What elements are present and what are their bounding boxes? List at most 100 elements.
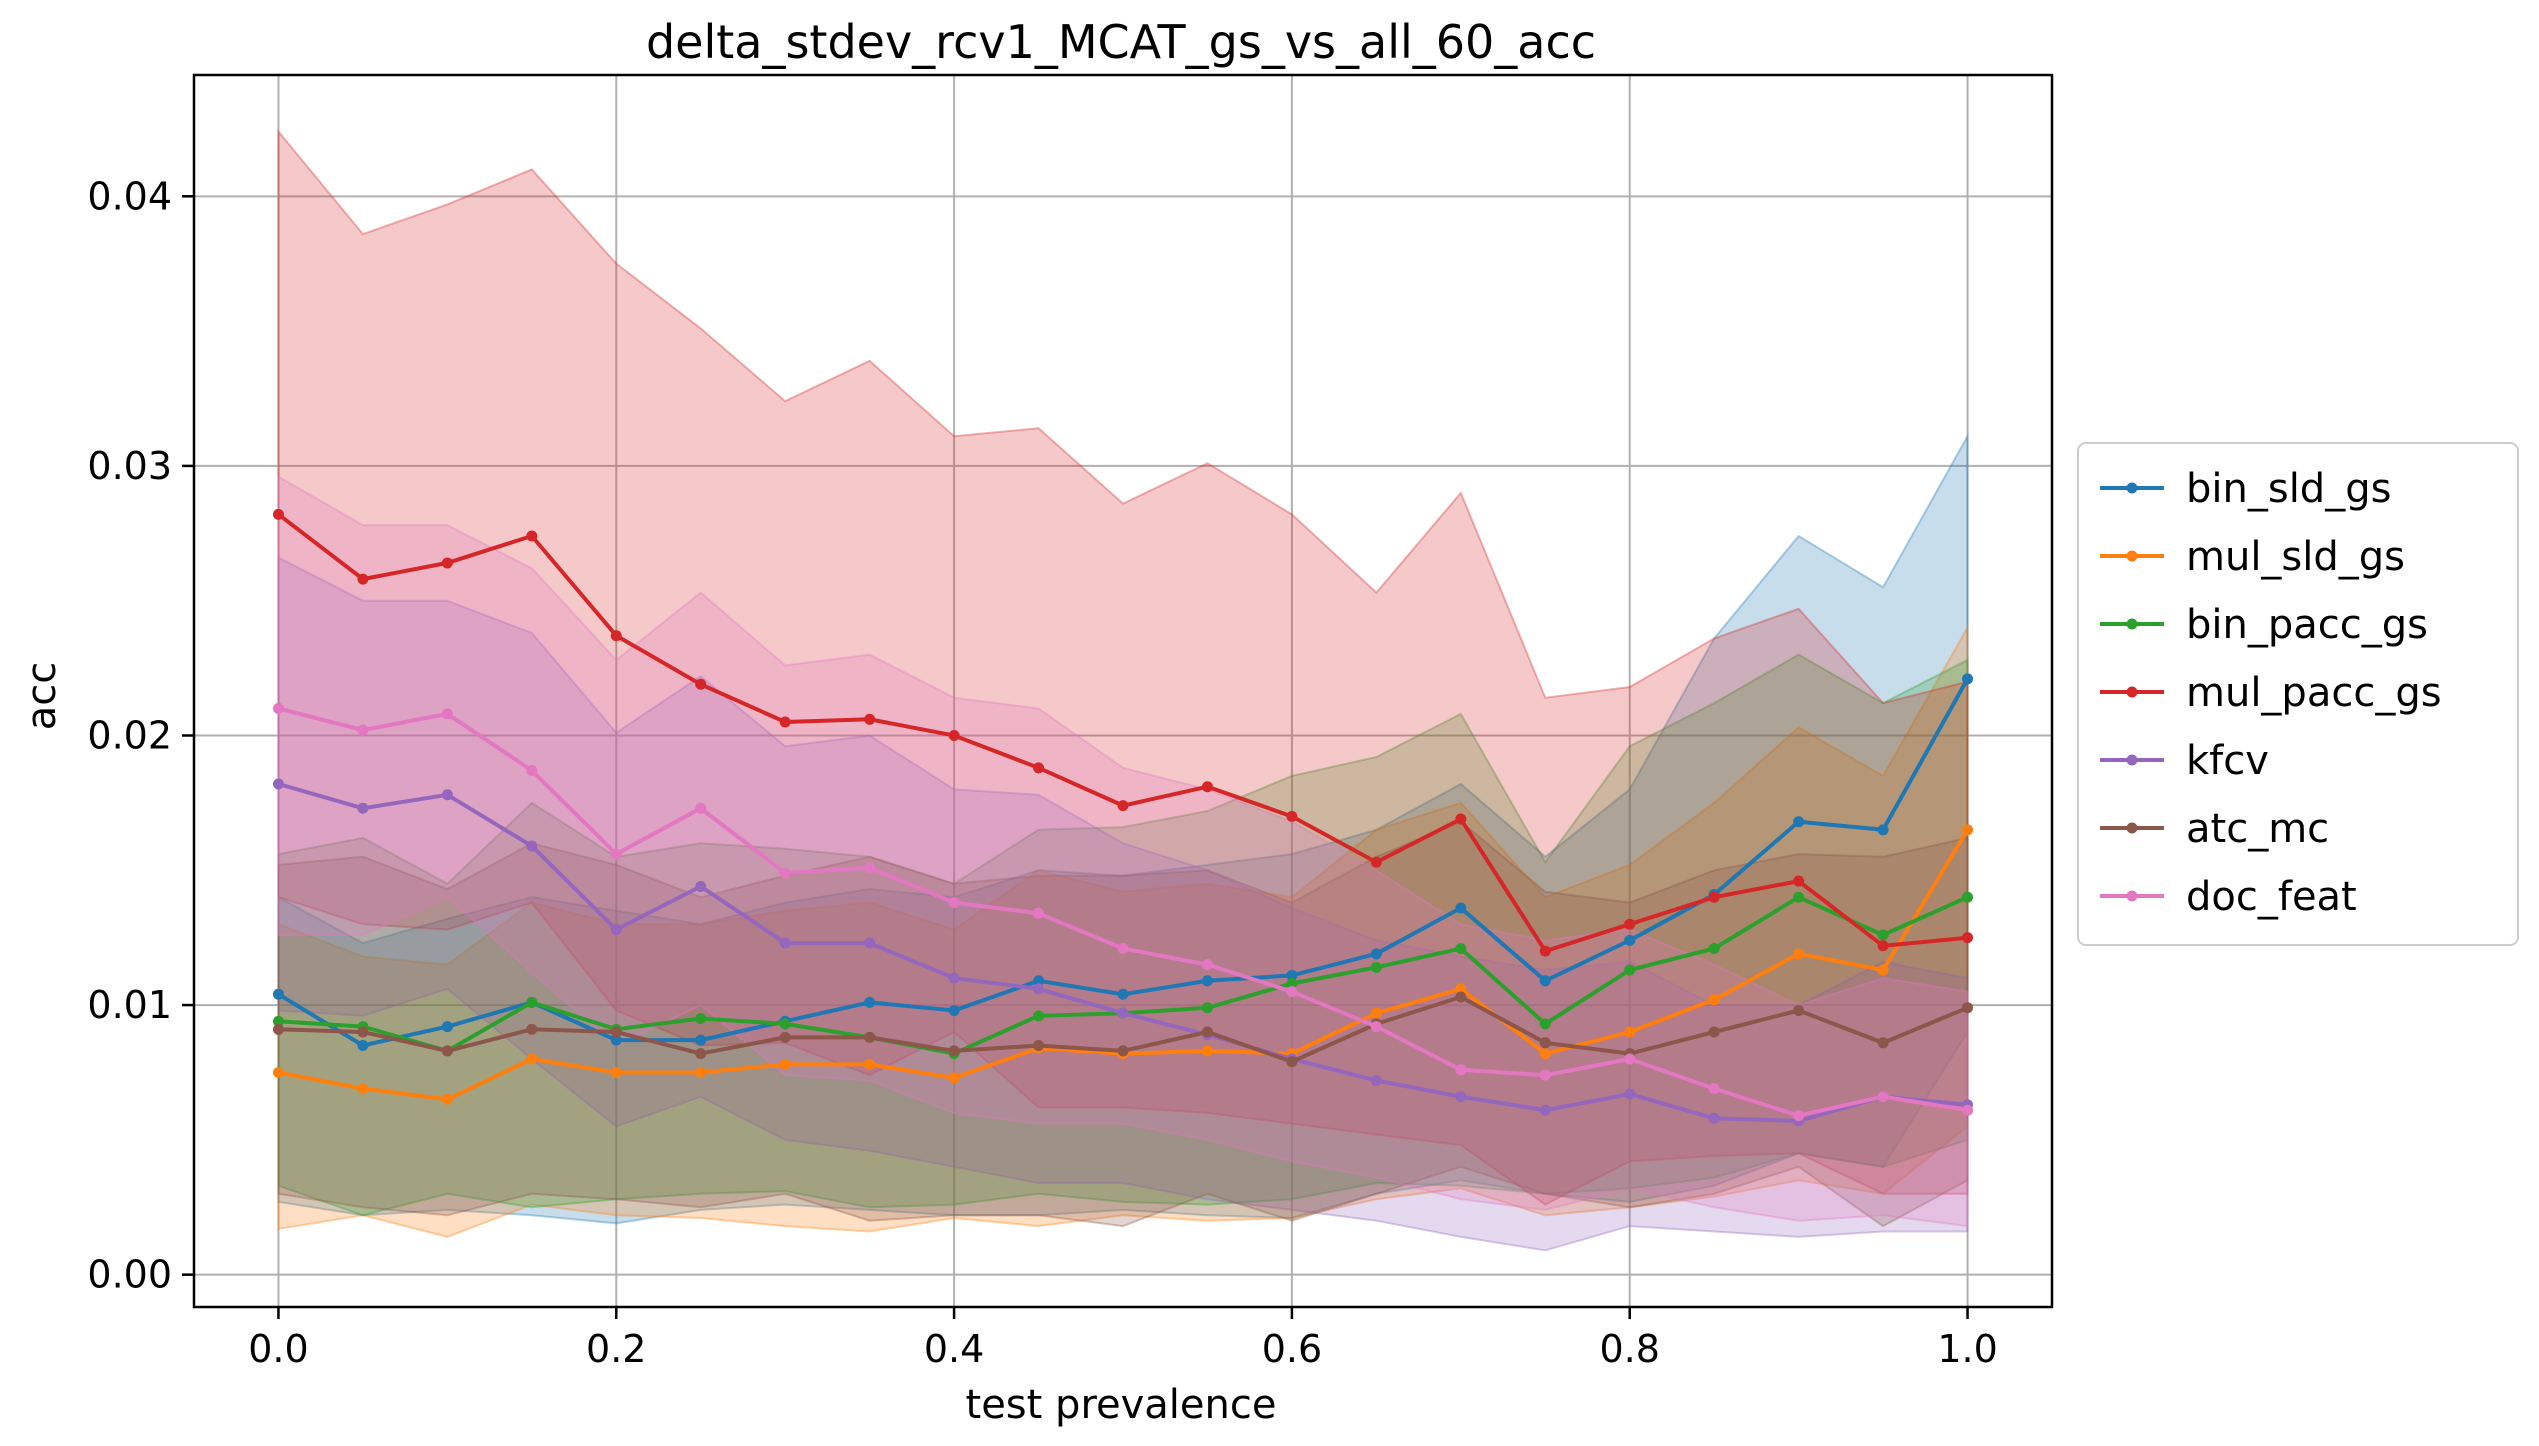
y-tick-label: 0.00 (87, 1253, 172, 1297)
point-bin_sld_gs (1877, 824, 1889, 836)
series-lines (272, 508, 1974, 1127)
point-bin_sld_gs (1117, 988, 1129, 1000)
point-bin_pacc_gs (1877, 929, 1889, 941)
legend-label-mul_pacc_gs: mul_pacc_gs (2186, 670, 2442, 716)
point-mul_sld_gs (779, 1058, 791, 1070)
point-atc_mc (779, 1031, 791, 1043)
point-mul_sld_gs (610, 1066, 622, 1078)
point-mul_sld_gs (1793, 948, 1805, 960)
point-kfcv (526, 840, 538, 852)
x-tick-label: 0.6 (1262, 1327, 1322, 1371)
point-mul_pacc_gs (1877, 940, 1889, 952)
point-bin_sld_gs (1033, 975, 1045, 987)
point-kfcv (1708, 1112, 1720, 1124)
point-doc_feat (1455, 1064, 1467, 1076)
point-doc_feat (1033, 907, 1045, 919)
point-mul_pacc_gs (1793, 875, 1805, 887)
point-bin_pacc_gs (695, 1013, 707, 1025)
point-doc_feat (272, 703, 284, 715)
point-mul_sld_gs (272, 1066, 284, 1078)
point-bin_sld_gs (695, 1034, 707, 1046)
point-atc_mc (1877, 1037, 1889, 1049)
point-mul_sld_gs (526, 1053, 538, 1065)
point-kfcv (695, 880, 707, 892)
point-atc_mc (1201, 1026, 1213, 1038)
point-mul_sld_gs (948, 1072, 960, 1084)
y-tick-label: 0.04 (87, 174, 172, 218)
point-atc_mc (1117, 1045, 1129, 1057)
point-mul_sld_gs (441, 1093, 453, 1105)
point-atc_mc (1962, 1002, 1974, 1014)
legend-label-mul_sld_gs: mul_sld_gs (2186, 534, 2405, 580)
point-mul_pacc_gs (695, 678, 707, 690)
point-bin_sld_gs (1286, 969, 1298, 981)
point-doc_feat (1708, 1083, 1720, 1095)
point-bin_pacc_gs (779, 1018, 791, 1030)
point-doc_feat (948, 897, 960, 909)
point-mul_pacc_gs (779, 716, 791, 728)
point-mul_pacc_gs (1286, 810, 1298, 822)
point-bin_sld_gs (1962, 673, 1974, 685)
legend-label-atc_mc: atc_mc (2186, 806, 2329, 852)
point-mul_sld_gs (1877, 964, 1889, 976)
point-atc_mc (695, 1048, 707, 1060)
point-kfcv (1624, 1088, 1636, 1100)
point-kfcv (610, 924, 622, 936)
chart-title: delta_stdev_rcv1_MCAT_gs_vs_all_60_acc (646, 15, 1596, 69)
point-kfcv (441, 789, 453, 801)
point-doc_feat (1877, 1091, 1889, 1103)
point-atc_mc (441, 1045, 453, 1057)
point-bin_sld_gs (948, 1004, 960, 1016)
point-kfcv (779, 937, 791, 949)
point-atc_mc (948, 1045, 960, 1057)
point-mul_sld_gs (1624, 1026, 1636, 1038)
point-mul_pacc_gs (357, 573, 369, 585)
point-doc_feat (1793, 1110, 1805, 1122)
band-atc_mc (277, 820, 1969, 1228)
point-kfcv (272, 778, 284, 790)
point-bin_pacc_gs (272, 1015, 284, 1027)
point-bin_sld_gs (1201, 975, 1213, 987)
y-tick-label: 0.02 (87, 713, 172, 757)
point-doc_feat (357, 724, 369, 736)
point-mul_pacc_gs (441, 557, 453, 569)
point-doc_feat (779, 867, 791, 879)
point-bin_pacc_gs (1793, 891, 1805, 903)
point-bin_sld_gs (441, 1021, 453, 1033)
point-kfcv (1033, 983, 1045, 995)
point-bin_pacc_gs (1708, 942, 1720, 954)
legend: bin_sld_gs mul_sld_gs bin_pacc_gs mul_pacc_… (2077, 442, 2519, 946)
plot-frame (192, 73, 2054, 1309)
point-doc_feat (1962, 1104, 1974, 1116)
x-tick-label: 0.8 (1600, 1327, 1660, 1371)
point-bin_sld_gs (1455, 902, 1467, 914)
point-kfcv (1370, 1075, 1382, 1087)
legend-label-bin_pacc_gs: bin_pacc_gs (2186, 602, 2428, 648)
point-bin_sld_gs (357, 1040, 369, 1052)
point-bin_sld_gs (272, 988, 284, 1000)
point-doc_feat (1286, 986, 1298, 998)
axes: 0.0 0.2 0.4 0.6 0.8 1.0 0.00 0.01 0.02 0.03 0.04 (87, 73, 2054, 1371)
point-bin_pacc_gs (1201, 1002, 1213, 1014)
point-mul_sld_gs (1539, 1048, 1551, 1060)
point-mul_pacc_gs (1201, 781, 1213, 793)
point-bin_sld_gs (864, 996, 876, 1008)
point-doc_feat (1370, 1021, 1382, 1033)
legend-box (2077, 442, 2519, 946)
grid (194, 75, 2052, 1307)
y-axis-label: acc (19, 662, 65, 731)
point-kfcv (864, 937, 876, 949)
legend-marker-kfcv (2126, 754, 2138, 766)
point-mul_pacc_gs (526, 530, 538, 542)
x-tick-label: 1.0 (1937, 1327, 1997, 1371)
point-bin_pacc_gs (1624, 964, 1636, 976)
legend-marker-bin_sld_gs (2126, 482, 2138, 494)
point-bin_sld_gs (1793, 816, 1805, 828)
point-mul_pacc_gs (1117, 800, 1129, 812)
point-kfcv (1539, 1104, 1551, 1116)
point-mul_sld_gs (1455, 983, 1467, 995)
point-atc_mc (357, 1026, 369, 1038)
point-bin_sld_gs (1539, 975, 1551, 987)
point-mul_pacc_gs (1624, 918, 1636, 930)
